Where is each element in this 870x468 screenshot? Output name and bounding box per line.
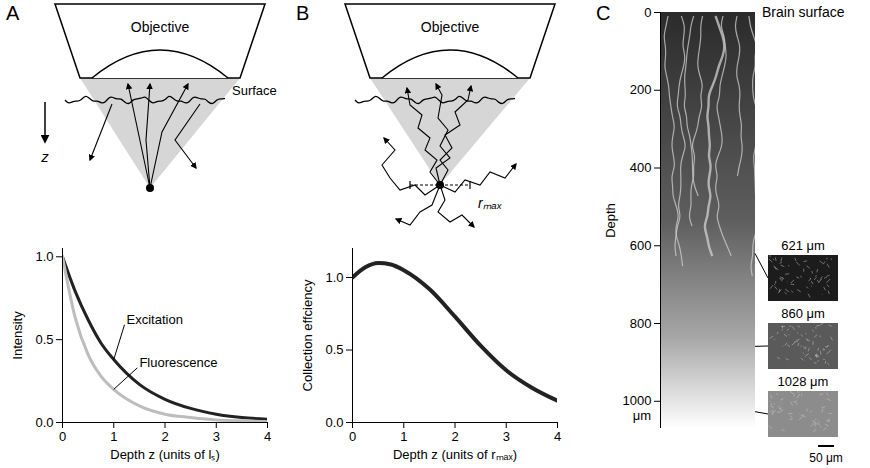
svg-text:Objective: Objective	[421, 19, 480, 35]
svg-text:B: B	[296, 2, 309, 24]
svg-text:1: 1	[110, 429, 117, 444]
svg-text:0: 0	[349, 429, 356, 444]
svg-text:Fluorescence: Fluorescence	[139, 355, 217, 370]
svg-text:rₘₐₓ: rₘₐₓ	[478, 195, 502, 211]
svg-text:3: 3	[213, 429, 220, 444]
svg-text:1.0: 1.0	[325, 270, 343, 285]
svg-text:0: 0	[644, 5, 651, 20]
svg-text:z: z	[40, 148, 49, 165]
svg-text:Collection effciency: Collection effciency	[300, 279, 315, 391]
svg-text:200: 200	[630, 82, 652, 97]
svg-text:0.0: 0.0	[35, 415, 53, 430]
svg-text:2: 2	[161, 429, 168, 444]
svg-text:Objective: Objective	[131, 19, 190, 35]
svg-text:Excitation: Excitation	[127, 312, 183, 327]
svg-text:2: 2	[451, 429, 458, 444]
svg-text:4: 4	[554, 429, 561, 444]
svg-text:50 μm: 50 μm	[809, 451, 843, 465]
svg-text:Intensity: Intensity	[10, 311, 25, 360]
svg-text:860 μm: 860 μm	[781, 306, 825, 321]
svg-text:Depth z (units of rₘₐₓ): Depth z (units of rₘₐₓ)	[393, 447, 517, 462]
svg-text:0: 0	[59, 429, 66, 444]
svg-text:1: 1	[400, 429, 407, 444]
svg-text:0.5: 0.5	[35, 332, 53, 347]
svg-text:μm: μm	[633, 408, 651, 423]
svg-text:1028 μm: 1028 μm	[778, 374, 829, 389]
svg-text:0.0: 0.0	[325, 415, 343, 430]
svg-text:621 μm: 621 μm	[781, 238, 825, 253]
svg-text:3: 3	[503, 429, 510, 444]
svg-text:A: A	[6, 2, 20, 24]
svg-text:Brain surface: Brain surface	[762, 4, 845, 20]
svg-text:Surface: Surface	[232, 83, 277, 98]
svg-text:4: 4	[264, 429, 271, 444]
svg-text:1000: 1000	[623, 393, 652, 408]
svg-text:Depth: Depth	[603, 203, 618, 238]
svg-text:800: 800	[630, 316, 652, 331]
svg-text:0.5: 0.5	[325, 342, 343, 357]
svg-text:C: C	[596, 2, 610, 24]
svg-text:400: 400	[630, 160, 652, 175]
svg-text:Depth z (units of lₛ): Depth z (units of lₛ)	[110, 447, 220, 462]
svg-text:600: 600	[630, 238, 652, 253]
svg-text:1.0: 1.0	[35, 249, 53, 264]
